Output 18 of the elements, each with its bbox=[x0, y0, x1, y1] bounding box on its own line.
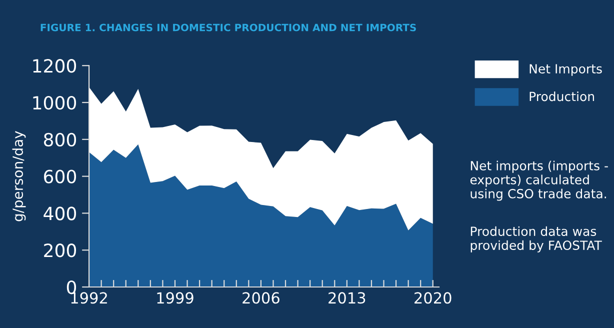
y-tick-label: 200 bbox=[44, 244, 76, 258]
y-tick-label: 1200 bbox=[33, 59, 76, 73]
y-tick-label: 1000 bbox=[33, 96, 76, 110]
x-tick-label: 1992 bbox=[71, 292, 107, 304]
legend-label: Production bbox=[530, 92, 594, 102]
chart-title: FIGURE 1. CHANGES IN DOMESTIC PRODUCTION AND NET IMPORTS bbox=[40, 24, 416, 32]
y-axis-title: g/person/day bbox=[12, 131, 26, 222]
y-tick-label: 0 bbox=[66, 280, 76, 294]
text: Net imports (imports - exports) calculated using CSO trade data. bbox=[470, 160, 608, 201]
x-tick-label: 2020 bbox=[414, 292, 452, 304]
y-tick-label: 600 bbox=[44, 170, 76, 184]
x-tick-label: 2013 bbox=[328, 292, 366, 304]
y-tick-label: 400 bbox=[44, 206, 76, 220]
x-tick-label: 2006 bbox=[242, 292, 280, 304]
y-tick-label: 800 bbox=[44, 132, 76, 147]
x-tick-label: 1999 bbox=[157, 292, 194, 304]
text: Production data was provided by FAOSTAT bbox=[470, 226, 602, 252]
legend-label: Net Imports bbox=[530, 64, 602, 76]
